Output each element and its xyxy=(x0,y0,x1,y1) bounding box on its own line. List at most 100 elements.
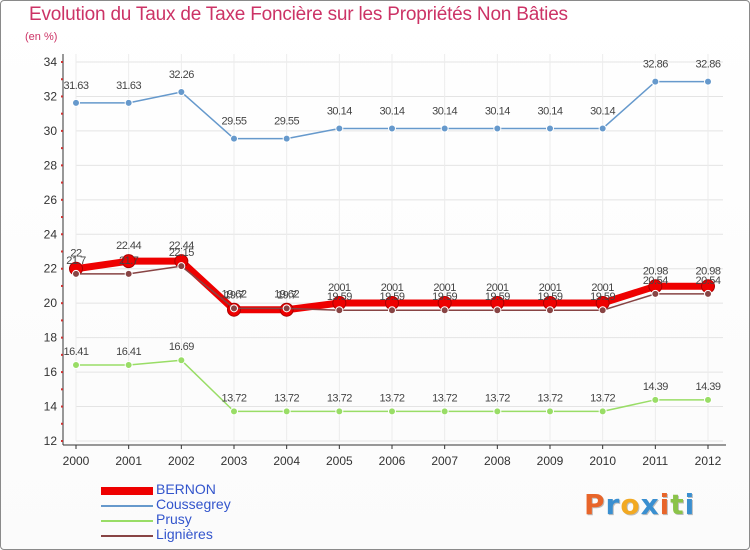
y-tick-label: 12 xyxy=(44,434,58,448)
data-point xyxy=(230,134,238,143)
y-minor-tick xyxy=(61,440,63,442)
data-label: 30.14 xyxy=(485,105,510,117)
data-point xyxy=(230,304,238,313)
data-label: 2001 xyxy=(486,282,509,294)
data-label: 30.14 xyxy=(432,105,457,117)
data-label: 30.14 xyxy=(537,105,562,117)
data-point xyxy=(440,407,449,416)
data-label: 2001 xyxy=(433,282,456,294)
data-point xyxy=(121,254,136,269)
data-label: 2001 xyxy=(591,282,614,294)
y-tick-label: 30 xyxy=(44,124,58,138)
data-point xyxy=(282,134,291,143)
data-label: 19.59 xyxy=(590,291,615,303)
y-minor-tick xyxy=(61,267,63,270)
data-point xyxy=(651,395,660,404)
data-label: 13.72 xyxy=(590,392,615,404)
y-tick-label: 22 xyxy=(44,262,58,276)
proxiti-logo: Proxiti xyxy=(584,488,696,521)
y-minor-tick xyxy=(61,129,63,132)
series-lignières xyxy=(72,262,712,315)
data-point xyxy=(651,77,660,86)
data-point xyxy=(72,98,80,107)
data-label: 13.72 xyxy=(537,392,562,404)
y-minor-tick xyxy=(61,61,63,63)
data-label: 29.55 xyxy=(221,116,246,128)
data-label: 2001 xyxy=(328,282,351,294)
y-minor-tick xyxy=(61,216,63,219)
data-label: 31.63 xyxy=(63,80,88,92)
y-minor-tick xyxy=(61,284,63,287)
data-label: 13.72 xyxy=(327,392,352,404)
data-label: 32.26 xyxy=(169,69,194,81)
x-tick-label: 2009 xyxy=(537,454,564,468)
y-minor-tick xyxy=(61,147,63,150)
y-tick-label: 28 xyxy=(44,158,58,172)
data-label: 14.39 xyxy=(643,381,668,393)
legend-label: Coussegrey xyxy=(156,496,231,512)
data-point xyxy=(230,407,238,416)
x-tick-label: 2006 xyxy=(379,454,406,468)
data-label: 30.14 xyxy=(327,105,352,117)
y-minor-tick xyxy=(61,233,63,236)
data-point xyxy=(335,124,344,133)
data-point xyxy=(177,262,186,271)
data-label: 19.62 xyxy=(221,289,246,301)
data-label: 19.59 xyxy=(327,291,352,303)
data-label: 20.54 xyxy=(695,275,720,287)
data-label: 19.59 xyxy=(537,291,562,303)
data-label: 32.86 xyxy=(695,59,720,71)
y-tick-label: 24 xyxy=(44,227,58,241)
data-label: 2001 xyxy=(539,282,562,294)
data-point xyxy=(388,407,396,416)
data-label: 31.63 xyxy=(116,80,141,92)
x-tick-label: 2004 xyxy=(273,454,300,468)
legend-label: BERNON xyxy=(156,481,216,497)
data-point xyxy=(546,407,554,416)
y-minor-tick xyxy=(61,388,63,391)
x-tick-label: 2003 xyxy=(221,454,248,468)
data-label: 20.54 xyxy=(643,275,668,287)
data-point xyxy=(282,407,291,416)
data-label: 22.15 xyxy=(169,247,194,259)
data-label: 13.72 xyxy=(485,392,510,404)
y-tick-label: 18 xyxy=(44,331,58,345)
data-point xyxy=(72,269,80,278)
legend-swatch xyxy=(101,520,153,522)
y-minor-tick xyxy=(61,422,63,425)
y-tick-label: 20 xyxy=(44,296,58,310)
data-point xyxy=(124,269,133,278)
data-label: 19.7 xyxy=(277,289,297,301)
y-tick-label: 16 xyxy=(44,365,58,379)
data-point xyxy=(493,306,502,315)
series-coussegrey xyxy=(72,77,712,143)
data-label: 22.44 xyxy=(116,240,141,252)
data-point xyxy=(335,407,344,416)
data-label: 21.7 xyxy=(119,255,139,267)
y-tick-label: 26 xyxy=(44,193,58,207)
data-label: 20.98 xyxy=(643,265,668,277)
data-point xyxy=(124,361,133,370)
data-label: 2001 xyxy=(381,282,404,294)
data-point xyxy=(651,289,660,298)
data-point xyxy=(388,306,396,315)
data-point xyxy=(177,87,186,96)
y-minor-tick xyxy=(61,250,63,253)
data-point xyxy=(124,98,133,107)
data-point xyxy=(704,77,712,86)
data-point xyxy=(598,306,607,315)
data-point xyxy=(177,356,186,365)
chart-title: Evolution du Taux de Taxe Foncière sur l… xyxy=(29,4,568,25)
y-minor-tick xyxy=(61,371,63,374)
data-point xyxy=(598,124,607,133)
y-tick-label: 32 xyxy=(44,89,58,103)
data-label: 22.44 xyxy=(169,240,194,252)
y-minor-tick xyxy=(61,198,63,201)
data-label: 13.72 xyxy=(379,392,404,404)
data-point xyxy=(440,124,449,133)
legend-label: Prusy xyxy=(156,511,192,527)
data-point xyxy=(704,395,712,404)
data-point xyxy=(598,407,607,416)
y-minor-tick xyxy=(61,95,63,98)
data-label: 19.59 xyxy=(432,291,457,303)
